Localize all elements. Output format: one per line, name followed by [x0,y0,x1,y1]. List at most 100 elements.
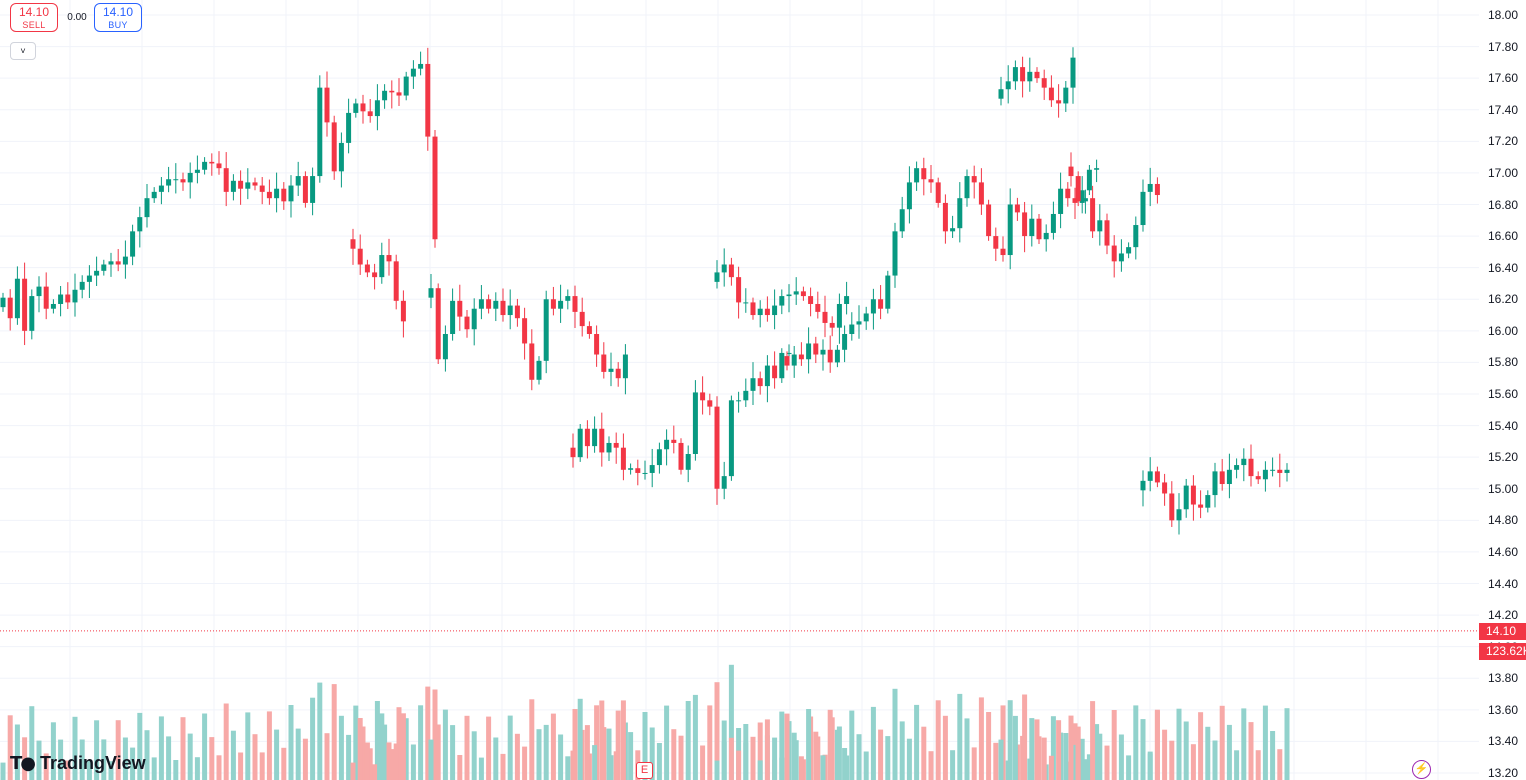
y-tick-label: 17.00 [1488,165,1519,180]
candle-body [194,169,200,173]
volume-bar [798,756,804,780]
candle-body [615,368,621,379]
y-tick-label: 16.60 [1488,229,1519,244]
volume-bar [1050,716,1056,780]
volume-bar [1079,738,1085,780]
volume-bar [914,704,920,780]
buy-price: 14.10 [102,5,134,19]
candle-body [1140,191,1146,226]
candle-body [29,296,35,331]
volume-bar [592,745,598,780]
candle-body [635,468,641,473]
candle-body [572,296,578,312]
candle-body [432,136,438,240]
volume-bar [700,745,706,780]
volume-bar [1020,735,1026,780]
candle-body [813,343,819,355]
candle-body [331,122,337,172]
buy-button[interactable]: 14.10 BUY [94,3,142,32]
candle-body [964,176,970,199]
volume-bar [743,724,749,780]
candle-body [1079,190,1085,203]
candle-body [993,236,999,249]
volume-bar [22,737,28,780]
volume-bar [714,682,720,780]
volume-bar [1118,734,1124,780]
candle-body [1068,166,1074,177]
volume-bar [899,721,905,780]
candle-body [678,442,684,470]
volume-bar [1005,760,1011,780]
candle-body [1020,67,1026,82]
candle-body [108,261,114,265]
volume-bar [379,713,385,780]
volume-bar [1226,724,1232,780]
volume-bar [14,724,20,780]
y-tick-label: 13.40 [1488,734,1519,749]
candle-body [216,163,222,169]
volume-bar [971,747,977,780]
volume-bar [410,744,416,780]
candle-body [367,111,373,117]
candle-body [418,63,424,69]
candle-body [844,296,850,304]
collapse-button[interactable]: ˅ [10,42,36,60]
candle-body [757,378,763,387]
volume-bar [223,703,229,780]
candle-body [1169,493,1175,521]
volume-bar [357,718,363,780]
candle-body [1154,183,1160,196]
volume-bar [389,749,395,780]
volume-bar [1140,731,1146,780]
volume-bar [570,750,576,780]
candle-body [757,308,763,316]
candle-body [971,176,977,183]
candle-body [1140,480,1146,491]
candle-body [471,308,477,330]
buy-label: BUY [108,20,128,30]
volume-bar [187,733,193,780]
volume-bar [108,761,114,780]
y-tick-label: 17.40 [1488,102,1519,117]
candle-body [1000,248,1006,256]
sell-button[interactable]: 14.10 SELL [10,3,58,32]
candle-body [1029,218,1035,237]
volume-bar [245,712,251,780]
volume-bar [1104,745,1110,780]
candle-body [935,182,941,203]
candle-body [94,270,100,276]
candle-body [914,168,920,183]
volume-bar [1205,726,1211,780]
candle-body [942,202,948,232]
volume-bar [1270,731,1276,780]
candle-body [1262,469,1268,480]
candle-body [656,449,662,466]
candle-body [550,299,556,309]
volume-bar [750,736,756,780]
candle-body [389,90,395,93]
candle-body [827,349,833,363]
tradingview-logo[interactable]: T● TradingView [10,752,146,774]
candle-body [772,305,778,316]
volume-bar [1241,708,1247,780]
volume-bar [435,724,441,780]
candle-body [649,465,655,473]
volume-bar [856,734,862,780]
y-tick-label: 16.20 [1488,292,1519,307]
volume-bar [863,751,869,780]
earnings-marker[interactable]: E [636,762,653,779]
candle-body [364,264,370,273]
candle-body [1086,169,1092,191]
candle-body [180,179,186,183]
volume-bar [137,712,143,780]
volume-bar [144,730,150,780]
candle-body [707,400,713,407]
candle-body [0,297,6,308]
candle-body [772,365,778,379]
volume-bar [779,757,785,780]
candle-body [606,442,612,453]
volume-bar [779,711,785,780]
volume-bar [288,705,294,780]
lightning-icon[interactable]: ⚡ [1412,760,1431,779]
